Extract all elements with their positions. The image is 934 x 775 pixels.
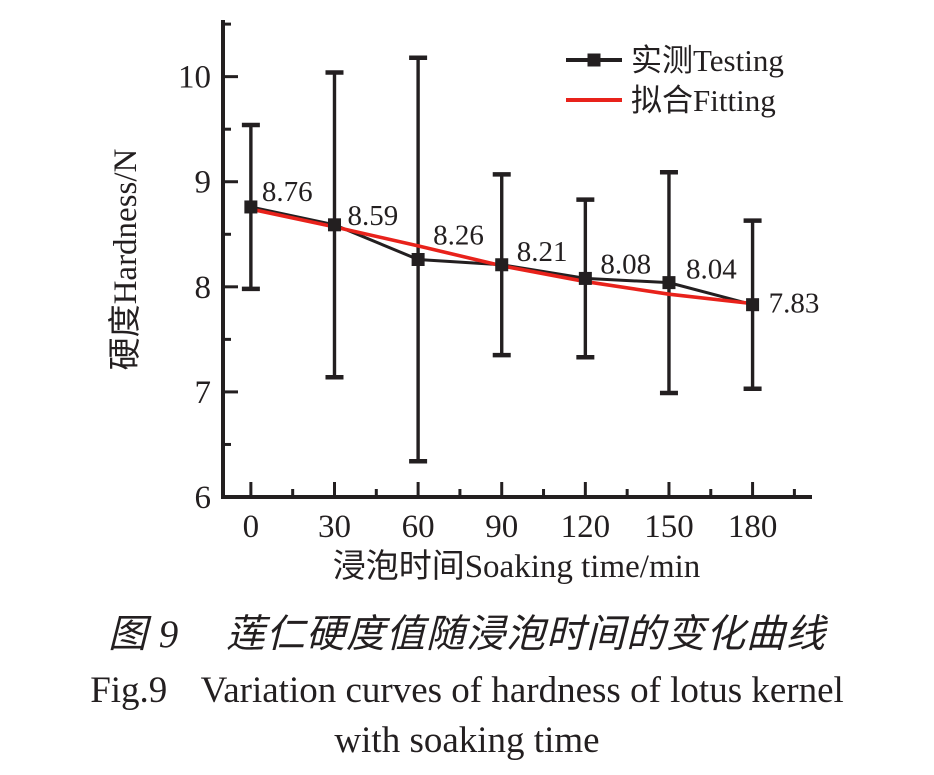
data-marker [244,200,258,214]
tick-labels: 0 30 60 90 120 150 180 6 7 8 9 10 [178,60,777,545]
data-marker [746,298,760,312]
data-marker [327,218,341,232]
caption-zh: 图 9 莲仁硬度值随浸泡时间的变化曲线 [0,612,934,658]
caption-en-line1: Fig.9 Variation curves of hardness of lot… [0,666,934,716]
legend-entry: 拟合Fitting [566,83,776,118]
caption-en-label: Fig.9 [90,670,168,711]
axis-ticks [223,22,796,499]
point-value-label: 8.26 [433,220,484,252]
point-value-label: 8.08 [600,248,651,280]
point-value-label: 8.76 [262,176,313,208]
x-tick-label: 0 [243,509,260,545]
x-tick-label: 30 [318,509,351,545]
point-value-label: 8.21 [517,236,568,268]
point-value-label: 8.59 [347,200,398,232]
caption-en-text2: with soaking time [334,720,600,761]
legend-label: 实测Testing [631,43,784,78]
x-tick-label: 120 [561,509,611,545]
y-tick-label: 6 [195,480,212,516]
caption-zh-text: 莲仁硬度值随浸泡时间的变化曲线 [226,613,827,656]
x-tick-label: 180 [728,509,778,545]
y-tick-label: 7 [195,375,212,411]
point-value-label: 7.83 [769,288,820,320]
point-value-label: 8.04 [686,254,737,286]
legend-marker-square [587,53,601,67]
legend: 实测Testing 拟合Fitting [566,43,784,118]
data-marker [495,258,509,272]
x-tick-label: 90 [485,509,518,545]
data-marker [578,271,592,285]
data-markers [244,200,760,312]
x-tick-label: 150 [644,509,694,545]
y-tick-label: 10 [178,60,211,96]
legend-label: 拟合Fitting [631,83,776,118]
caption-en-line2: with soaking time [0,716,934,766]
data-marker [411,253,425,266]
hardness-vs-soaking-time-chart: 0 30 60 90 120 150 180 6 7 8 9 10 浸泡时间Soaking time/m… [107,20,819,585]
figure-caption: 图 9 莲仁硬度值随浸泡时间的变化曲线 Fig.9 Variation curves… [0,612,934,766]
x-axis-title: 浸泡时间Soaking time/min [333,548,701,585]
point-labels: 8.76 8.59 8.26 8.21 8.08 8.04 7.83 [262,176,819,320]
y-tick-label: 9 [195,165,212,201]
x-tick-label: 60 [402,509,435,545]
data-marker [662,276,676,290]
caption-zh-label: 图 9 [107,613,180,656]
legend-entry: 实测Testing [566,43,784,78]
y-tick-label: 8 [195,270,212,306]
y-axis-title: 硬度Hardness/N [107,148,144,370]
caption-en-text: Variation curves of hardness of lotus ke… [200,670,844,711]
